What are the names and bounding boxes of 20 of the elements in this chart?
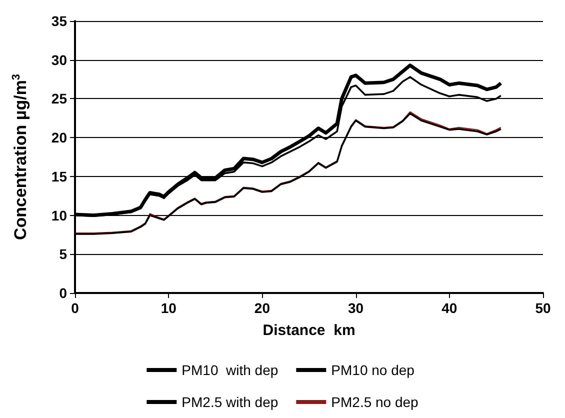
x-axis-title: Distance km bbox=[262, 322, 356, 339]
y-tick-label: 30 bbox=[51, 52, 68, 68]
legend-label: PM2.5 with dep bbox=[182, 394, 278, 410]
y-tick-label: 10 bbox=[51, 207, 68, 224]
y-tick-label: 15 bbox=[51, 168, 68, 184]
legend-label: PM10 no dep bbox=[331, 362, 415, 378]
y-tick-label: 25 bbox=[51, 90, 68, 107]
y-axis-title: Concentration µg/m3 bbox=[10, 74, 30, 240]
y-tick-label: 20 bbox=[51, 130, 68, 146]
y-tick-label: 5 bbox=[59, 246, 68, 262]
y-tick-label: 0 bbox=[59, 285, 68, 301]
x-tick-label: 50 bbox=[535, 300, 551, 316]
x-tick-label: 20 bbox=[254, 300, 270, 316]
legend-label: PM2.5 no dep bbox=[331, 394, 419, 410]
x-tick-label: 0 bbox=[71, 300, 80, 316]
x-tick-label: 40 bbox=[442, 300, 458, 316]
y-tick-label: 35 bbox=[51, 13, 68, 29]
legend-label: PM10 with dep bbox=[182, 362, 278, 378]
x-tick-label: 30 bbox=[348, 300, 364, 316]
x-tick-label: 10 bbox=[160, 300, 177, 316]
